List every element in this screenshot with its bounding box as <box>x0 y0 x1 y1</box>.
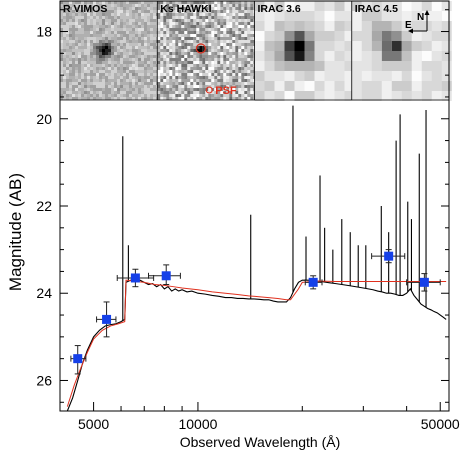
stamp-label: IRAC 4.5 <box>355 3 398 15</box>
stamp-pixels <box>254 1 355 101</box>
stamp-pixels <box>60 1 159 100</box>
psf-label: PSF <box>215 85 237 97</box>
photometry-marker <box>73 354 83 364</box>
stamp-pixels <box>102 52 105 55</box>
photometry-marker <box>308 277 318 287</box>
x-tick-label: 10000 <box>178 416 217 432</box>
stamp-irac2: IRAC 4.5 <box>351 1 452 101</box>
stamp-pixels <box>274 31 315 61</box>
photometry-marker <box>161 271 171 281</box>
stamp-pixels <box>304 41 315 51</box>
photometry-marker <box>130 273 140 283</box>
compass-east-head <box>408 28 413 34</box>
stamp-pixels <box>157 1 257 100</box>
compass: NE <box>405 10 430 34</box>
stamp-pixels <box>284 41 295 51</box>
model-red-continuum <box>66 279 447 407</box>
stamp-pixels <box>157 1 257 100</box>
stamp-pixels <box>381 31 402 61</box>
stamp-pixels <box>284 31 305 61</box>
photometry-marker <box>102 314 112 324</box>
stamp-pixels <box>254 1 335 101</box>
psf-circle-on-source <box>195 43 206 54</box>
stamp-pixels <box>254 1 355 101</box>
stamp-pixels <box>96 49 99 55</box>
stamp-pixels <box>284 31 295 41</box>
stamp-pixels <box>401 51 412 61</box>
stamp-pixels <box>60 1 159 100</box>
photometry-marker <box>419 277 429 287</box>
stamp-pixels <box>351 1 452 101</box>
stamp-pixels <box>157 4 257 100</box>
stamp-irac1: IRAC 3.6 <box>254 1 355 101</box>
y-tick-label: 26 <box>36 372 52 388</box>
stamp-pixels <box>401 1 452 81</box>
model-black-continuum <box>66 279 447 411</box>
stamp-label: Ks HAWKI <box>160 3 211 15</box>
photometry-point <box>304 275 323 290</box>
stamp-pixels <box>157 1 257 100</box>
compass-north-head <box>424 10 430 15</box>
stamp-pixels <box>294 51 305 61</box>
stamp-pixels <box>381 41 392 51</box>
stamp-pixels <box>371 21 392 51</box>
photometry-point <box>371 249 406 264</box>
photometry-point <box>96 301 117 338</box>
stamp-hawki: PSF Ks HAWKI <box>156 1 257 100</box>
stamp-pixels <box>157 1 257 100</box>
x-axis-label: Observed Wavelength (Å) <box>180 434 341 450</box>
photometry-marker <box>384 251 394 261</box>
stamp-pixels <box>99 43 111 58</box>
y-tick-label: 22 <box>36 198 52 214</box>
y-tick-label: 18 <box>36 24 52 40</box>
stamp-pixels <box>157 1 257 100</box>
compass-east-label: E <box>405 20 412 31</box>
stamp-vimos: R VIMOS <box>59 1 159 100</box>
stamp-label: R VIMOS <box>63 3 107 15</box>
y-axis-label: Magnitude (AB) <box>6 173 25 291</box>
stamp-pixels <box>60 1 159 100</box>
stamp-pixels <box>60 1 159 100</box>
model-spectrum <box>66 105 447 411</box>
image-stamps-strip: R VIMOS PSF Ks HAWKI IRAC 3.6 IRAC 4.5 NE <box>59 1 452 101</box>
stamp-label: IRAC 3.6 <box>258 3 301 15</box>
photometry-point <box>70 345 87 375</box>
stamp-pixels <box>294 41 305 51</box>
x-tick-label: 5000 <box>78 416 109 432</box>
photometry-point <box>147 264 181 286</box>
stamp-pixels <box>93 40 114 61</box>
stamp-pixels <box>102 46 111 55</box>
y-tick-label: 24 <box>36 285 52 301</box>
stamp-pixels <box>99 49 102 52</box>
y-tick-label: 20 <box>36 111 52 127</box>
stamp-pixels <box>391 41 402 51</box>
photometry-point <box>406 273 441 292</box>
stamp-pixels <box>371 31 412 51</box>
stamp-pixels <box>304 51 315 61</box>
stamp-pixels <box>391 31 402 41</box>
psf-legend-circle <box>205 86 213 94</box>
photometry-points <box>70 249 441 375</box>
compass-north-label: N <box>417 12 424 23</box>
axis-ticks: 18 20 22 24 26 5000 10000 50000 <box>36 9 460 432</box>
stamp-pixels <box>102 46 108 52</box>
stamp-pixels <box>157 1 257 100</box>
x-tick-label: 50000 <box>421 416 460 432</box>
photometry-point <box>116 268 155 288</box>
